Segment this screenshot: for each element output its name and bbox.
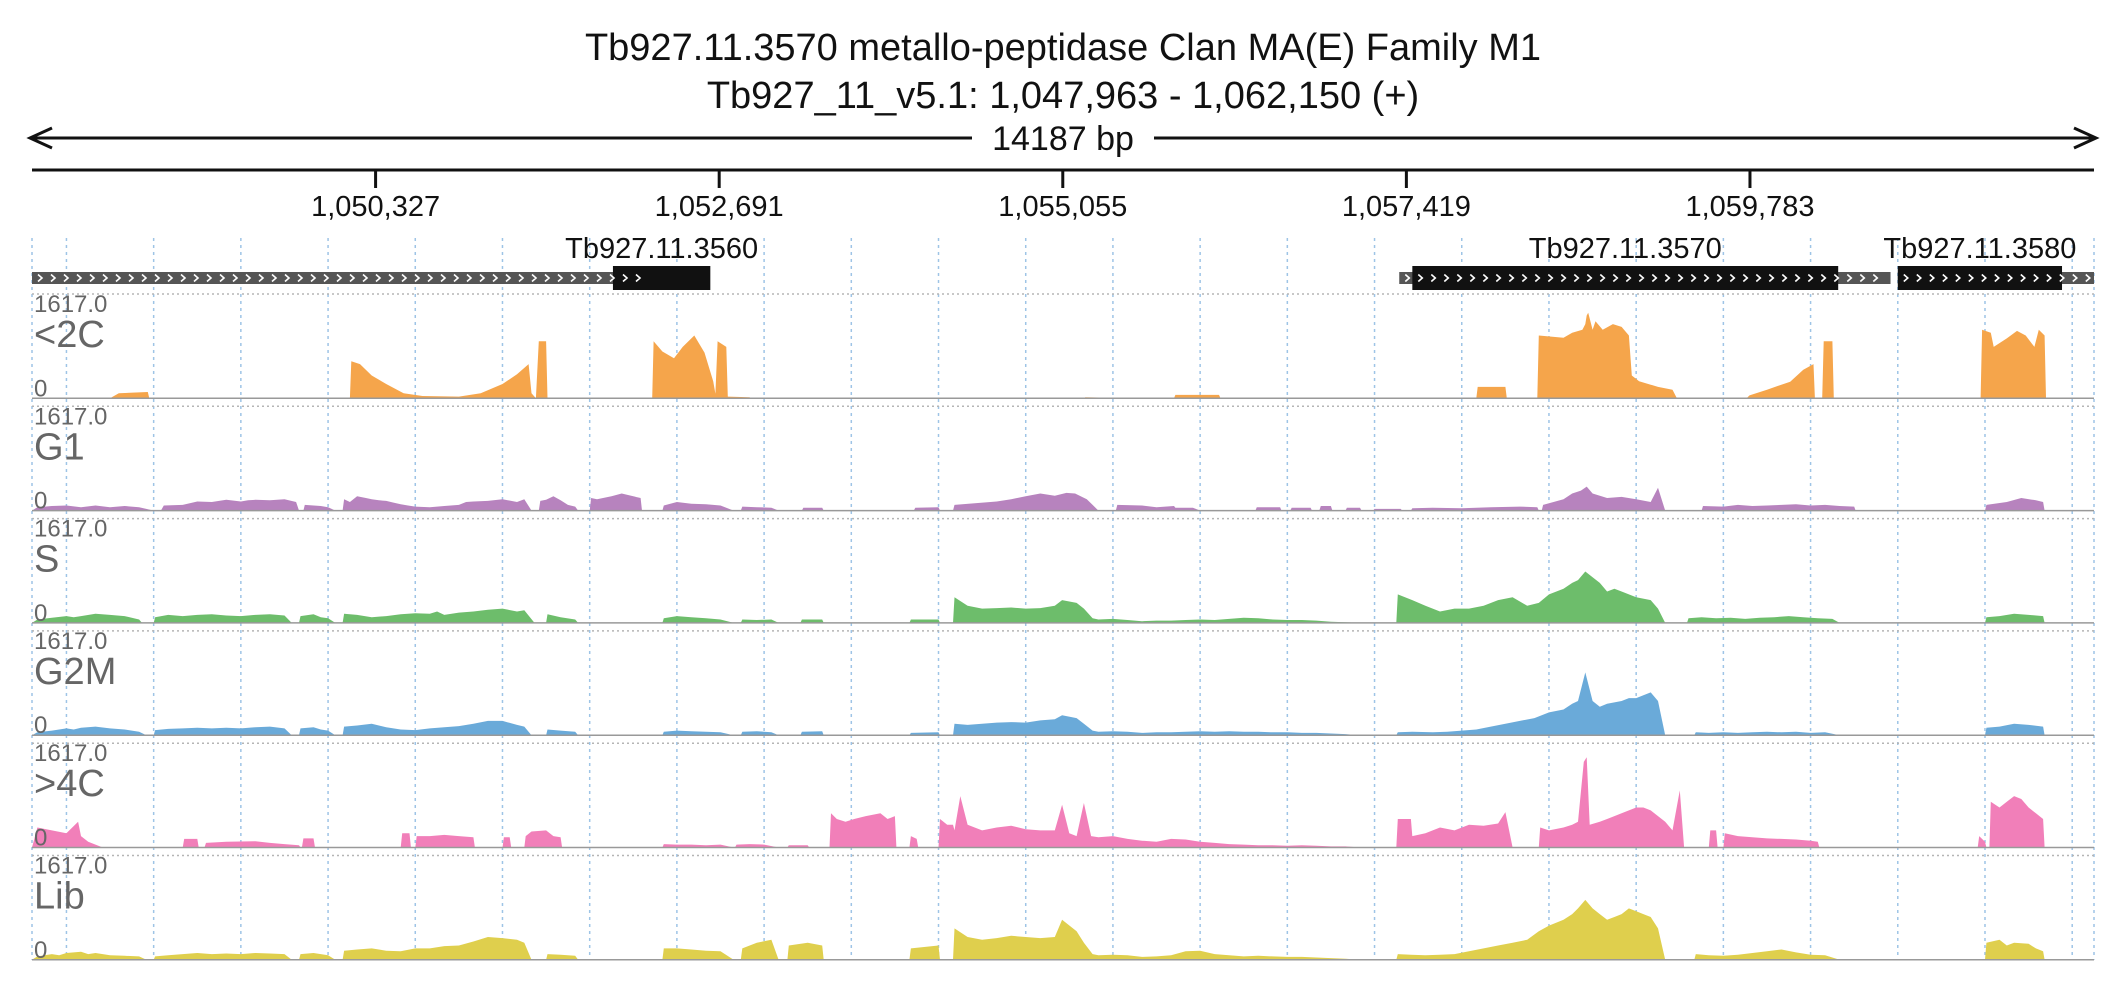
axis-tick-label: 1,055,055	[998, 191, 1127, 223]
scale-bar-left-arrow-icon	[26, 126, 53, 150]
axis-tick-label: 1,059,783	[1685, 191, 1814, 223]
strand-chevron-icon	[37, 273, 642, 283]
gene-annotation-track: Tb927.11.3560 Tb927.11.3570 Tb927.11.3580	[32, 233, 2094, 290]
gene-cds	[1897, 266, 2063, 290]
gene-model[interactable]: Tb927.11.3580	[1883, 233, 2094, 290]
coverage-tracks: 1617.0<2C01617.0G101617.0S01617.0G2M0161…	[32, 291, 2094, 964]
track-name: Lib	[34, 876, 85, 918]
coverage-area	[32, 672, 2094, 736]
track-max-label: 1617.0	[34, 291, 107, 318]
coverage-area	[32, 899, 2094, 960]
track-name: S	[34, 539, 59, 581]
gridlines	[31, 238, 2095, 960]
track-name: >4C	[34, 763, 105, 805]
scale-bar-right-arrow-icon	[2073, 126, 2100, 150]
coverage-area	[32, 486, 2094, 511]
coverage-area	[32, 571, 2094, 623]
track-name: G2M	[34, 651, 116, 693]
coordinate-axis-ticks: 1,050,327 1,052,691 1,055,055 1,057,419 1,05…	[311, 170, 1814, 223]
track-max-label: 1617.0	[34, 628, 107, 655]
track-min-label: 0	[34, 937, 47, 964]
scale-bar: 14187 bp	[26, 118, 2100, 158]
coverage-track: 1617.0G1 0	[32, 403, 2094, 515]
gene-model[interactable]: Tb927.11.3570	[1399, 233, 1891, 290]
coverage-track: 1617.0>4C 0	[32, 740, 2094, 852]
coverage-area	[32, 757, 2094, 848]
gene-cds	[612, 266, 711, 290]
strand-chevron-icon	[1404, 273, 1879, 283]
coverage-area	[32, 312, 2094, 399]
coverage-track: 1617.0<2C 0	[32, 291, 2094, 402]
track-min-label: 0	[34, 600, 47, 627]
track-max-label: 1617.0	[34, 516, 107, 543]
chart-title: Tb927.11.3570 metallo-peptidase Clan MA(…	[585, 27, 1541, 69]
track-min-label: 0	[34, 488, 47, 515]
track-min-label: 0	[34, 712, 47, 739]
track-name: <2C	[34, 314, 105, 356]
scale-span-label: 14187 bp	[992, 120, 1134, 158]
axis-tick-label: 1,057,419	[1342, 191, 1471, 223]
track-min-label: 0	[34, 825, 47, 852]
track-max-label: 1617.0	[34, 853, 107, 880]
strand-chevron-icon	[1903, 273, 2092, 283]
gene-model[interactable]: Tb927.11.3560	[32, 233, 758, 290]
track-max-label: 1617.0	[34, 403, 107, 430]
gene-cds	[1412, 266, 1839, 290]
axis-tick-label: 1,052,691	[655, 191, 784, 223]
track-min-label: 0	[34, 375, 47, 402]
track-name: G1	[34, 426, 85, 468]
scale-label-bg	[972, 118, 1154, 158]
gene-utr	[32, 272, 643, 284]
gene-label: Tb927.11.3580	[1883, 233, 2076, 265]
axis-tick-label: 1,050,327	[311, 191, 440, 223]
gene-label: Tb927.11.3560	[565, 233, 758, 265]
track-max-label: 1617.0	[34, 740, 107, 767]
chart-subtitle: Tb927_11_v5.1: 1,047,963 - 1,062,150 (+)	[707, 75, 1419, 117]
gene-label: Tb927.11.3570	[1529, 233, 1722, 265]
coverage-track: 1617.0S 0	[32, 516, 2094, 627]
